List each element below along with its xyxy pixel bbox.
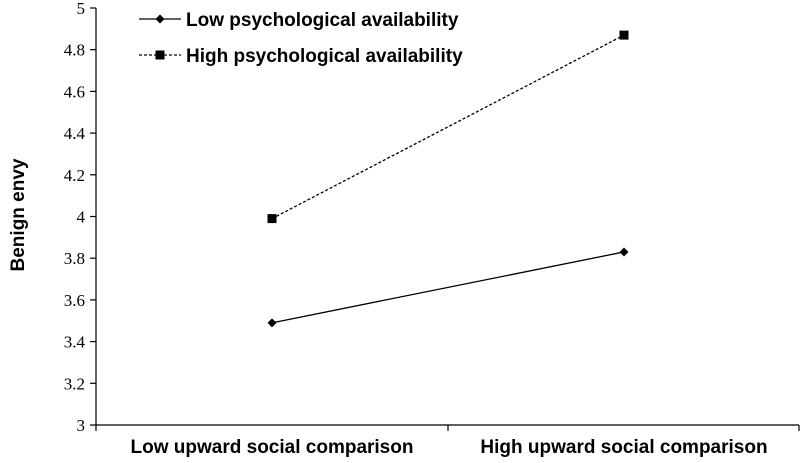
x-category-label: High upward social comparison: [480, 437, 767, 458]
series-group: [267, 30, 629, 328]
y-tick-label: 4.8: [64, 41, 85, 60]
data-point-marker: [619, 247, 629, 257]
y-tick-label: 4: [77, 208, 86, 227]
y-tick-label: 4.4: [64, 124, 86, 143]
y-tick-label: 3.6: [64, 291, 85, 310]
data-point-marker: [267, 318, 277, 328]
y-tick-label: 4.6: [64, 82, 85, 101]
x-categories: Low upward social comparison High upward …: [131, 437, 768, 458]
legend: Low psychological availability High psych…: [139, 10, 463, 67]
y-axis-title: Benign envy: [8, 158, 29, 271]
y-ticks: 3 3.2 3.4 3.6 3.8 4 4.2 4.4 4.6 4.8 5: [64, 0, 96, 435]
axes: [95, 8, 800, 431]
y-tick-label: 3: [77, 416, 86, 435]
y-tick-label: 5: [77, 0, 86, 18]
x-category-label: Low upward social comparison: [131, 437, 414, 458]
y-tick-label: 3.4: [64, 333, 86, 352]
series-line-1: [271, 251, 625, 324]
legend-marker: [155, 50, 165, 60]
legend-marker: [155, 14, 165, 24]
series-line-2: [271, 34, 625, 220]
y-tick-label: 3.2: [64, 374, 85, 393]
y-tick-label: 3.8: [64, 249, 85, 268]
y-tick-label: 4.2: [64, 166, 85, 185]
data-point-marker: [619, 30, 629, 40]
data-point-marker: [267, 214, 277, 224]
legend-label: High psychological availability: [186, 46, 463, 67]
legend-label: Low psychological availability: [186, 10, 459, 31]
